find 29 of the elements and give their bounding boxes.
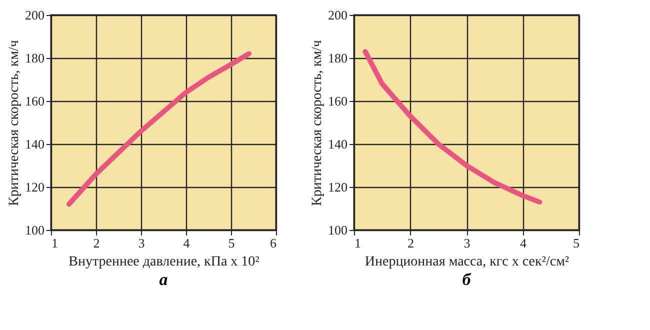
x-tick-label: 2 <box>408 236 414 250</box>
y-tick-label: 100 <box>328 222 348 238</box>
text: а <box>159 270 168 289</box>
y-tick-label: 180 <box>25 50 44 66</box>
y-tick-label: 180 <box>328 50 348 66</box>
x-axis-title: Внутреннее давление, кПа x 10² <box>68 254 260 270</box>
x-tick-label: 3 <box>464 236 470 250</box>
x-tick-label: 1 <box>52 236 58 250</box>
x-tick-label: 2 <box>93 236 100 250</box>
y-tick-label: 160 <box>25 94 44 108</box>
x-axis-title: Инерционная масса, кгс x сек²/см² <box>364 254 570 270</box>
x-tick-label: 1 <box>354 236 361 250</box>
y-tick-label: 120 <box>328 180 348 194</box>
y-tick-label: 200 <box>25 8 44 22</box>
y-tick-label: 140 <box>328 136 348 152</box>
y-axis-title: Критическая скорость, км/ч <box>310 40 325 206</box>
x-tick-label: 4 <box>183 236 190 250</box>
y-tick-label: 100 <box>25 222 44 238</box>
y-tick-label: 160 <box>328 94 348 108</box>
x-tick-label: 6 <box>270 236 277 250</box>
x-tick-label: 3 <box>138 236 145 250</box>
x-tick-label: 5 <box>228 236 235 250</box>
y-axis-title: Критическая скорость, км/ч <box>7 40 22 206</box>
y-tick-label: 200 <box>328 8 348 22</box>
y-tick-label: 120 <box>25 180 44 194</box>
text: б <box>462 270 472 289</box>
x-tick-label: 5 <box>573 236 580 250</box>
x-tick-label: 4 <box>520 236 527 250</box>
y-tick-label: 140 <box>25 136 44 152</box>
